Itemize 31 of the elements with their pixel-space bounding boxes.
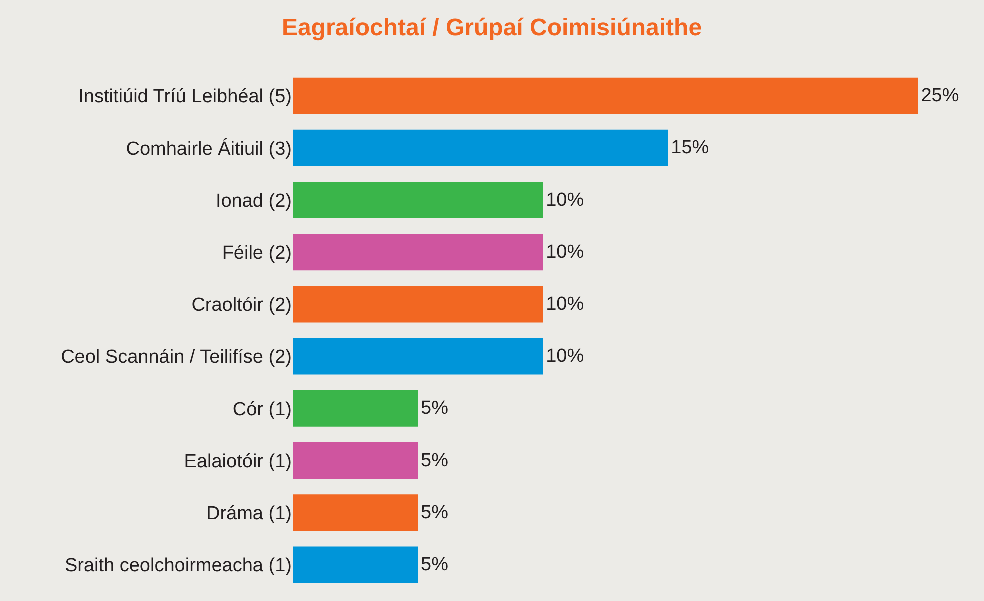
data-label: 10%	[546, 190, 584, 211]
bar	[293, 78, 918, 114]
data-label: 10%	[546, 346, 584, 368]
y-tick-label: Dráma (1)	[206, 504, 292, 524]
chart-title: Eagraíochtaí / Grúpaí Coimisiúnaithe	[282, 14, 702, 42]
bar	[293, 390, 418, 427]
bar	[293, 546, 418, 584]
data-label: 10%	[546, 294, 584, 315]
data-label: 25%	[921, 86, 960, 107]
bar	[293, 494, 418, 532]
data-label: 15%	[671, 138, 710, 159]
bar	[293, 182, 544, 218]
y-tick-label: Institiúid Tríú Leibhéal (5)	[78, 86, 292, 108]
bar	[293, 234, 544, 271]
data-label: 5%	[421, 502, 449, 524]
y-tick-label: Ceol Scannáin / Teilifíse (2)	[61, 347, 292, 368]
data-label: 5%	[421, 398, 449, 420]
y-tick-label: Féile (2)	[222, 243, 292, 264]
data-label: 5%	[421, 450, 449, 472]
bar	[293, 286, 544, 323]
y-tick-label: Ealaiotóir (1)	[184, 451, 292, 472]
bar	[293, 130, 668, 166]
y-tick-label: Ionad (2)	[216, 190, 292, 212]
data-label: 10%	[546, 242, 584, 263]
y-tick-label: Craoltóir (2)	[192, 295, 292, 316]
data-label: 5%	[421, 554, 449, 576]
bar	[293, 338, 544, 375]
y-tick-label: Sraith ceolchoirmeacha (1)	[64, 556, 292, 577]
y-tick-label: Comhairle Áitiuil (3)	[126, 138, 292, 160]
y-tick-label: Cór (1)	[232, 399, 292, 420]
bar	[293, 442, 418, 479]
